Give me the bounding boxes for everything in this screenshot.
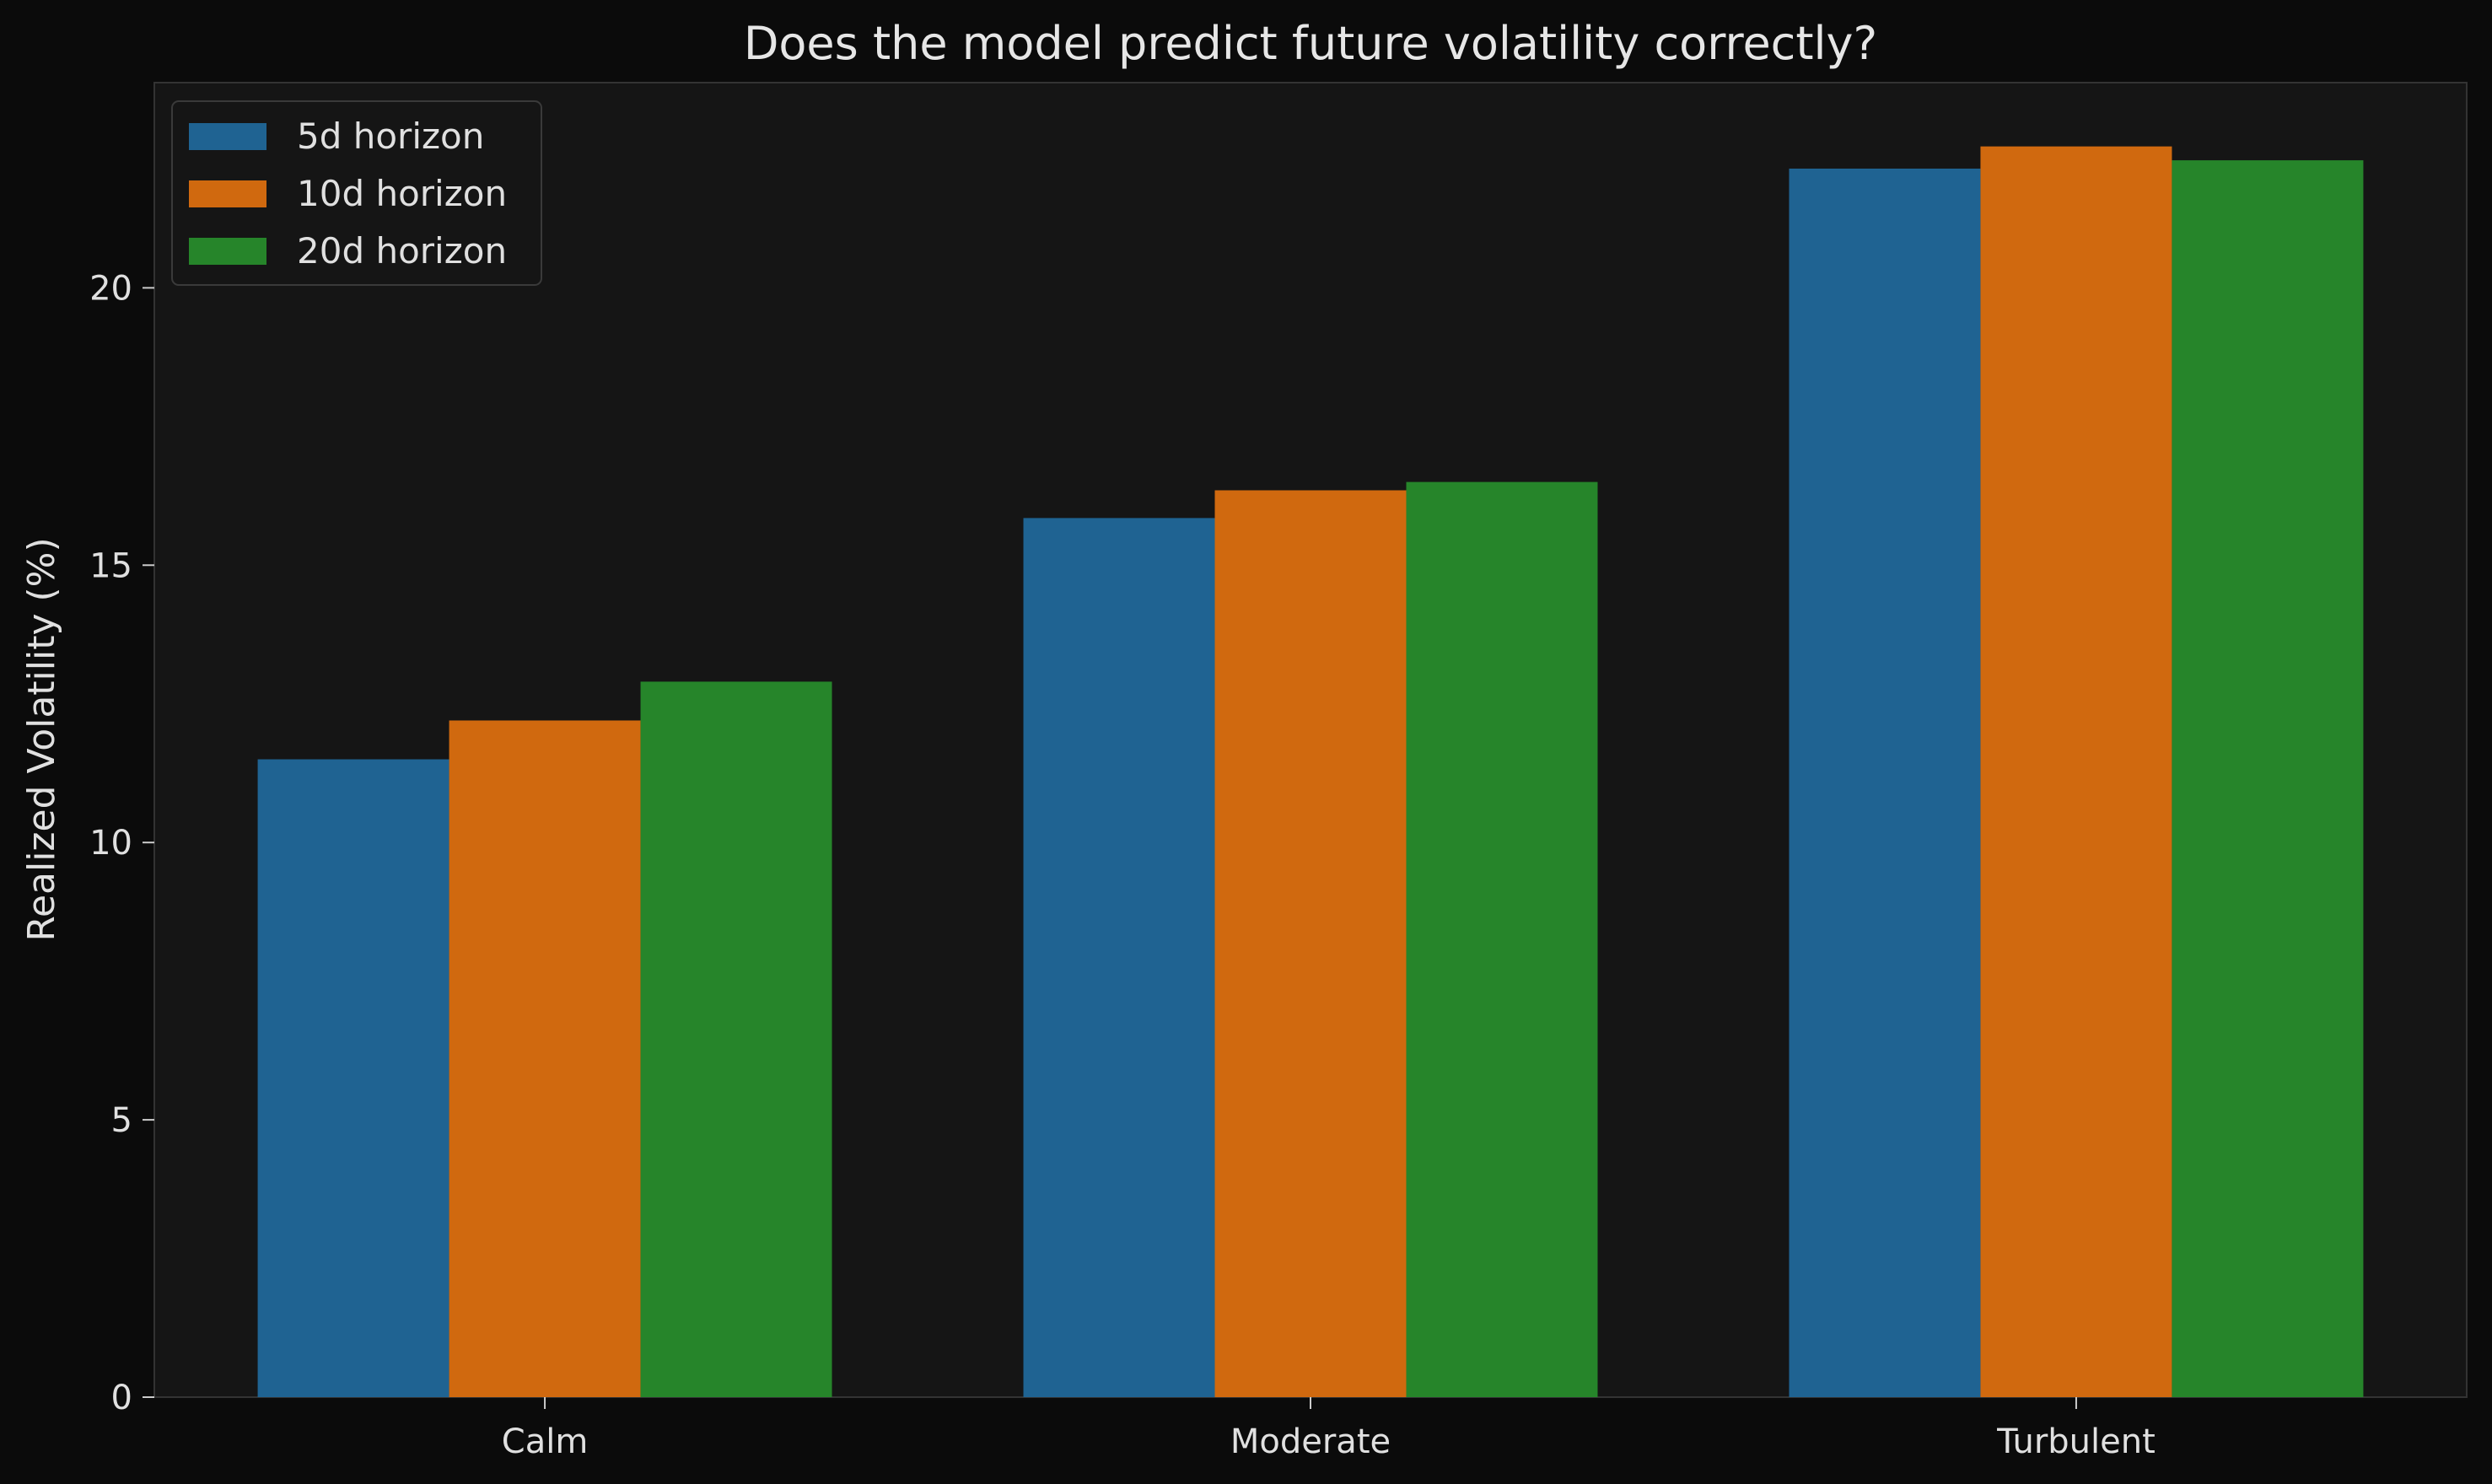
bar-turbulent-20d xyxy=(2172,160,2364,1398)
y-tick-label: 0 xyxy=(111,1379,132,1417)
legend-label: 5d horizon xyxy=(297,116,484,157)
bars-group xyxy=(257,146,2364,1398)
y-axis-label: Realized Volatility (%) xyxy=(20,537,63,941)
chart-title: Does the model predict future volatility… xyxy=(744,17,1877,70)
legend-label: 10d horizon xyxy=(297,173,507,214)
y-tick-label: 20 xyxy=(89,269,132,308)
legend-swatch xyxy=(189,180,266,207)
bar-moderate-5d xyxy=(1023,518,1215,1397)
y-tick-label: 10 xyxy=(89,824,132,863)
x-tick-label: Moderate xyxy=(1230,1422,1391,1461)
x-tick-label: Calm xyxy=(502,1422,589,1461)
bar-calm-5d xyxy=(257,759,449,1397)
bar-moderate-20d xyxy=(1406,481,1598,1397)
bar-moderate-10d xyxy=(1214,490,1407,1398)
y-axis: 0 5 10 15 20 xyxy=(89,269,154,1417)
legend-label: 20d horizon xyxy=(297,230,507,272)
bar-turbulent-10d xyxy=(1980,146,2172,1397)
legend-swatch xyxy=(189,238,266,265)
bar-turbulent-5d xyxy=(1789,168,1981,1397)
bar-calm-20d xyxy=(640,681,832,1397)
x-tick-label: Turbulent xyxy=(1996,1422,2156,1461)
legend-swatch xyxy=(189,123,266,150)
legend: 5d horizon 10d horizon 20d horizon xyxy=(171,100,542,286)
y-tick-label: 15 xyxy=(89,546,132,585)
bar-calm-10d xyxy=(449,720,641,1397)
y-tick-label: 5 xyxy=(111,1101,132,1140)
x-axis: Calm Moderate Turbulent xyxy=(502,1397,2156,1461)
